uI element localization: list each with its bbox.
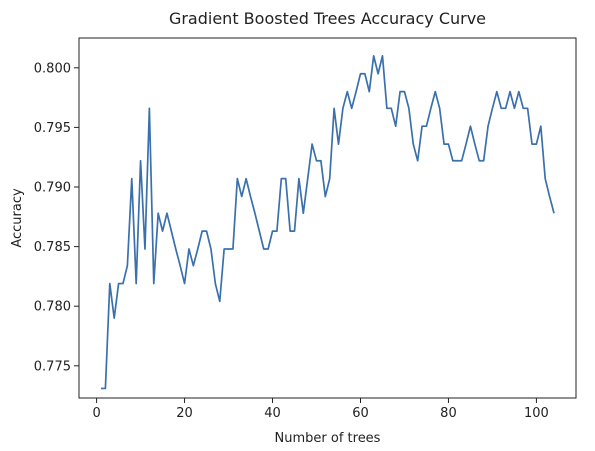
x-axis-label: Number of trees (275, 431, 381, 446)
y-tick-label: 0.790 (34, 181, 71, 196)
x-axis-ticks: 0 20 40 60 80 100 (92, 398, 549, 421)
y-axis-label: Accuracy (10, 188, 25, 248)
x-tick-label: 40 (264, 406, 281, 421)
y-tick-label: 0.800 (34, 61, 71, 76)
x-tick-label: 0 (92, 406, 100, 421)
x-tick-label: 80 (440, 406, 457, 421)
y-tick-label: 0.780 (34, 300, 71, 315)
y-tick-label: 0.785 (34, 240, 71, 255)
y-tick-label: 0.795 (34, 121, 71, 136)
accuracy-series-line (100, 55, 555, 390)
x-tick-label: 100 (524, 406, 549, 421)
y-axis-ticks: 0.775 0.780 0.785 0.790 0.795 0.800 (34, 61, 79, 374)
x-tick-label: 60 (352, 406, 369, 421)
x-tick-label: 20 (176, 406, 193, 421)
chart-title: Gradient Boosted Trees Accuracy Curve (169, 9, 486, 28)
y-tick-label: 0.775 (34, 359, 71, 374)
plot-frame (78, 37, 577, 399)
plot-area (78, 37, 577, 399)
